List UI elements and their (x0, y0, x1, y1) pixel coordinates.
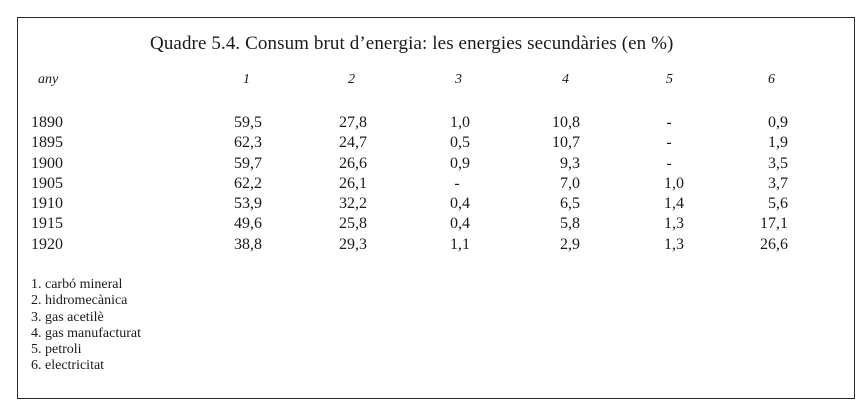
value-cell-col-2: 26,6 (339, 154, 367, 172)
value-cell-col-6: 17,1 (760, 215, 788, 233)
table-row: 1910 53,9 32,2 0,4 6,5 1,4 5,6 (0, 195, 866, 215)
year-cell: 1890 (31, 114, 63, 131)
header-col-6: 6 (768, 72, 775, 87)
table-frame (17, 17, 855, 399)
value-cell-col-3: 0,5 (450, 134, 470, 152)
value-cell-col-6: 0,9 (768, 114, 788, 131)
legend-item: 6. electricitat (31, 358, 105, 374)
value-cell-col-2: 29,3 (339, 235, 367, 253)
header-col-2: 2 (348, 72, 355, 87)
value-cell-col-3: 0,9 (450, 154, 470, 172)
value-cell-col-4: 9,3 (560, 154, 580, 172)
value-cell-col-1: 62,2 (234, 174, 262, 192)
legend-item: 4. gas manufacturat (31, 325, 142, 341)
table-row: 1900 59,7 26,6 0,9 9,3 - 3,5 (0, 155, 866, 175)
table-row: 1920 38,8 29,3 1,1 2,9 1,3 26,6 (0, 236, 866, 256)
header-col-5: 5 (666, 72, 673, 87)
value-cell-col-6: 3,7 (768, 174, 788, 192)
value-cell-col-3: - (454, 174, 460, 192)
table-title: Quadre 5.4. Consum brut d’energia: les e… (150, 33, 674, 54)
value-cell-col-5: 1,3 (664, 215, 684, 233)
value-cell-col-3: 0,4 (450, 215, 470, 233)
value-cell-col-4: 10,7 (552, 134, 580, 152)
value-cell-col-1: 59,5 (234, 114, 262, 131)
table-row: 1905 62,2 26,1 - 7,0 1,0 3,7 (0, 175, 866, 195)
header-col-4: 4 (562, 72, 569, 87)
legend: 1. carbó mineral 2. hidromecànica 3. gas… (31, 277, 141, 375)
value-cell-col-3: 1,1 (450, 235, 470, 253)
table-row: 1915 49,6 25,8 0,4 5,8 1,3 17,1 (0, 215, 866, 235)
value-cell-col-4: 10,8 (552, 114, 580, 131)
value-cell-col-5: 1,0 (664, 174, 684, 192)
value-cell-col-3: 0,4 (450, 195, 470, 213)
year-cell: 1920 (31, 235, 63, 253)
value-cell-col-3: 1,0 (450, 114, 470, 131)
legend-item: 2. hidromecànica (31, 293, 128, 309)
legend-item: 3. gas acetilè (31, 309, 104, 325)
value-cell-col-5: 1,3 (664, 235, 684, 253)
value-cell-col-5: 1,4 (664, 195, 684, 213)
value-cell-col-1: 53,9 (234, 195, 262, 213)
value-cell-col-2: 32,2 (339, 195, 367, 213)
legend-item: 5. petroli (31, 342, 82, 358)
year-cell: 1910 (31, 195, 63, 213)
table-body: 1890 59,5 27,8 1,0 10,8 - 0,9 1895 62,3 24,7 0,5 10… (0, 114, 866, 256)
year-cell: 1915 (31, 215, 63, 233)
value-cell-col-2: 27,8 (339, 114, 367, 131)
value-cell-col-6: 3,5 (768, 154, 788, 172)
legend-item: 1. carbó mineral (31, 277, 123, 292)
header-col-1: 1 (243, 72, 250, 87)
value-cell-col-6: 5,6 (768, 195, 788, 213)
table-row: 1890 59,5 27,8 1,0 10,8 - 0,9 (0, 114, 866, 134)
header-year: any (38, 72, 59, 87)
value-cell-col-6: 1,9 (768, 134, 788, 152)
value-cell-col-1: 62,3 (234, 134, 262, 152)
header-col-3: 3 (455, 72, 462, 87)
value-cell-col-1: 49,6 (234, 215, 262, 233)
column-header-row: any 1 2 3 4 5 6 (0, 72, 866, 92)
year-cell: 1905 (31, 174, 63, 192)
table-row: 1895 62,3 24,7 0,5 10,7 - 1,9 (0, 134, 866, 154)
value-cell-col-2: 26,1 (339, 174, 367, 192)
value-cell-col-5: - (666, 154, 672, 172)
year-cell: 1895 (31, 134, 63, 152)
value-cell-col-2: 24,7 (339, 134, 367, 152)
value-cell-col-1: 38,8 (234, 235, 262, 253)
value-cell-col-1: 59,7 (234, 154, 262, 172)
value-cell-col-4: 6,5 (560, 195, 580, 213)
value-cell-col-5: - (666, 114, 672, 131)
value-cell-col-2: 25,8 (339, 215, 367, 233)
value-cell-col-4: 5,8 (560, 215, 580, 233)
value-cell-col-4: 7,0 (560, 174, 580, 192)
value-cell-col-4: 2,9 (560, 235, 580, 253)
year-cell: 1900 (31, 154, 63, 172)
value-cell-col-5: - (666, 134, 672, 152)
value-cell-col-6: 26,6 (760, 235, 788, 253)
